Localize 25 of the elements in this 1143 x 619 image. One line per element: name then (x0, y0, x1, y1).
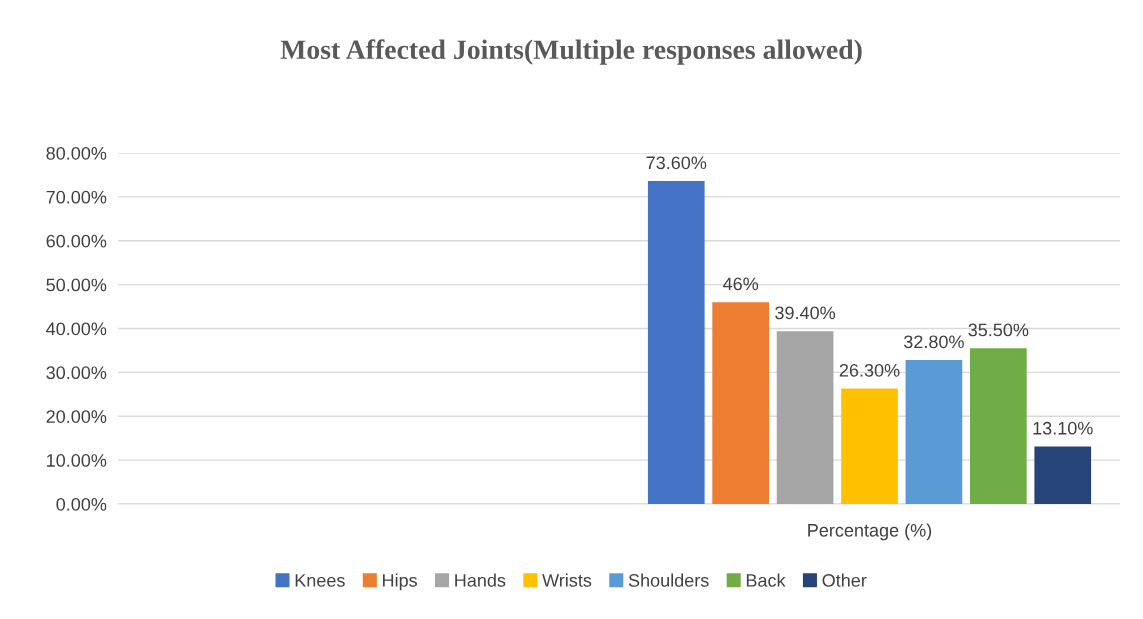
data-label: 26.30% (839, 363, 900, 377)
data-label: 35.50% (968, 323, 1029, 337)
legend-label: Other (822, 573, 867, 587)
y-tick-label: 20.00% (46, 410, 107, 423)
legend-label: Hips (383, 573, 418, 591)
legend-label: Knees (295, 574, 345, 587)
legend-label: Shoulders (628, 573, 709, 587)
data-label: 73.60% (646, 156, 707, 170)
y-tick-label: 10.00% (47, 454, 107, 467)
y-tick-label: 40.00% (46, 322, 107, 336)
data-label: 32.80% (903, 335, 964, 349)
y-tick-label: 30.00% (46, 366, 107, 380)
y-tick-label: 60.00% (46, 234, 107, 248)
y-tick-label: 50.00% (46, 278, 107, 292)
chart-title: Most Affected Joints(Multiple responses allowed) (280, 39, 862, 65)
data-label: 46% (723, 277, 759, 291)
legend-label: Back (746, 573, 786, 587)
legend-label: Hands (455, 573, 506, 587)
legend-label: Wrists (542, 573, 592, 587)
x-tick-label: Percentage (%) (808, 523, 932, 541)
y-tick-label: 0.00% (56, 497, 107, 511)
y-tick-label: 70.00% (46, 190, 107, 204)
data-label: 39.40% (775, 306, 836, 320)
y-tick-label: 80.00% (46, 146, 107, 160)
data-label: 13.10% (1033, 421, 1093, 435)
